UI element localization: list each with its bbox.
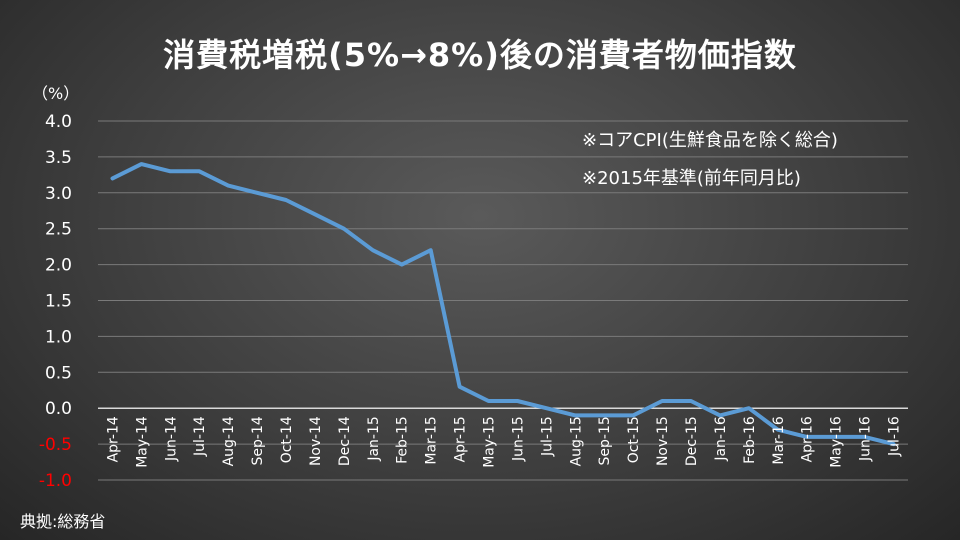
x-tick-label: Aug-15 <box>568 416 584 466</box>
x-tick-label: Mar-15 <box>424 416 440 464</box>
y-tick-label: 0.5 <box>45 363 72 383</box>
x-tick-label: May-14 <box>134 416 150 468</box>
x-tick-label: Feb-16 <box>742 416 758 464</box>
x-tick-label: Nov-15 <box>655 416 671 466</box>
x-tick-label: Apr-15 <box>453 416 469 462</box>
x-tick-label: Jul-16 <box>887 416 903 457</box>
data-point <box>400 263 404 267</box>
data-point <box>168 169 172 173</box>
x-tick-label: Jan-15 <box>366 416 382 461</box>
x-tick-label: Oct-14 <box>279 416 295 463</box>
data-point <box>660 399 664 403</box>
data-point <box>342 227 346 231</box>
x-tick-label: Jun-16 <box>858 416 874 462</box>
chart-note-base-year: ※2015年基準(前年同月比) <box>582 168 801 189</box>
y-tick-label: -1.0 <box>39 471 72 491</box>
data-point <box>544 406 548 410</box>
y-tick-label: 2.0 <box>45 256 72 276</box>
data-point <box>197 169 201 173</box>
y-tick-label: 4.0 <box>45 112 72 132</box>
data-point <box>487 399 491 403</box>
x-tick-label: Jan-16 <box>713 416 729 462</box>
x-tick-label: Apr-14 <box>105 416 121 462</box>
y-tick-label: -0.5 <box>39 435 72 455</box>
x-tick-label: Jun-15 <box>510 416 526 462</box>
data-point <box>255 191 259 195</box>
data-point <box>515 399 519 403</box>
y-tick-label: 1.0 <box>45 327 72 347</box>
series-line <box>110 162 896 447</box>
x-tick-label: May-16 <box>829 416 845 468</box>
x-tick-label: Mar-16 <box>771 416 787 464</box>
x-tick-label: Jun-14 <box>163 416 179 462</box>
x-tick-label: Jul-14 <box>192 416 208 457</box>
x-tick-label: Dec-14 <box>337 416 353 466</box>
x-tick-label: Oct-15 <box>626 416 642 463</box>
data-point <box>689 399 693 403</box>
x-tick-label: Aug-14 <box>221 416 237 466</box>
x-tick-label: Dec-15 <box>684 416 700 466</box>
data-point <box>226 184 230 188</box>
x-tick-label: Nov-14 <box>308 416 324 466</box>
data-point <box>371 248 375 252</box>
y-axis-unit-label: （%） <box>32 84 80 103</box>
x-tick-label: Jul-15 <box>539 416 555 457</box>
y-tick-label: 1.5 <box>45 292 72 312</box>
y-tick-label: 3.0 <box>45 184 72 204</box>
x-tick-label: Feb-15 <box>395 416 411 464</box>
x-tick-label: May-15 <box>482 416 498 468</box>
data-point <box>747 406 751 410</box>
chart-title: 消費税増税(5%→8%)後の消費者物価指数 <box>163 36 797 74</box>
x-tick-label: Sep-14 <box>250 416 266 465</box>
y-tick-label: 2.5 <box>45 220 72 240</box>
data-point <box>313 212 317 216</box>
source-label: 典拠:総務省 <box>20 512 106 531</box>
chart-note-core-cpi: ※コアCPI(生鮮食品を除く総合) <box>582 130 838 151</box>
data-point <box>110 176 114 180</box>
data-point <box>458 385 462 389</box>
data-point <box>139 162 143 166</box>
data-point <box>429 248 433 252</box>
x-tick-label: Apr-16 <box>800 416 816 462</box>
y-tick-label: 0.0 <box>45 399 72 419</box>
x-tick-label: Sep-15 <box>597 416 613 465</box>
y-tick-label: 3.5 <box>45 148 72 168</box>
data-point <box>284 198 288 202</box>
